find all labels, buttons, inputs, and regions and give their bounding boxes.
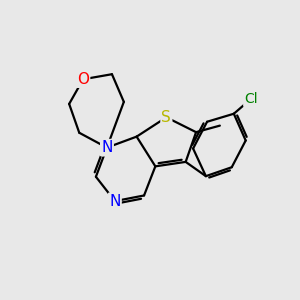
Text: N: N	[101, 140, 112, 155]
Text: N: N	[101, 140, 112, 155]
Text: N: N	[109, 194, 121, 208]
Text: Cl: Cl	[244, 92, 258, 106]
Text: S: S	[161, 110, 171, 125]
Text: O: O	[77, 72, 89, 87]
